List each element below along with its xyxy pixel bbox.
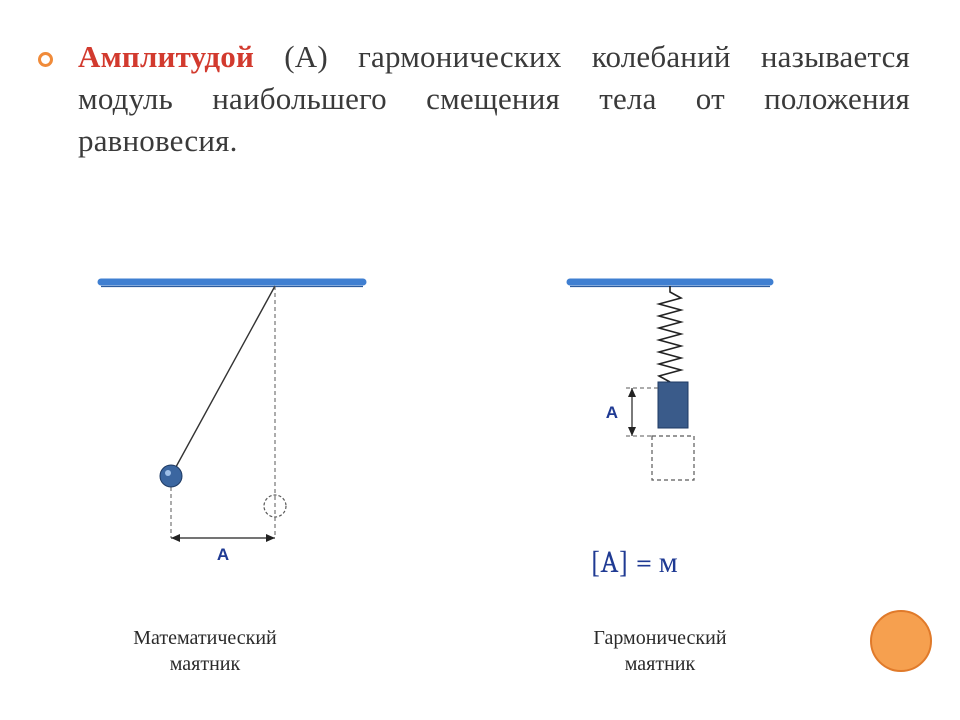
slide: Амплитудой (А) гармонических колебаний н…	[0, 0, 960, 720]
definition-term: Амплитудой	[78, 39, 254, 74]
definition-paragraph: Амплитудой (А) гармонических колебаний н…	[78, 36, 910, 162]
spring-pendulum-svg: A	[540, 270, 800, 510]
caption-spring-pendulum: Гармонический маятник	[550, 625, 770, 677]
unit-label: [A] = м	[590, 545, 678, 580]
svg-text:A: A	[217, 545, 229, 564]
diagrams-area: A Математический маятник A [A] = м Гармо…	[0, 270, 960, 650]
caption-math-pendulum: Математический маятник	[95, 625, 315, 677]
svg-text:A: A	[606, 403, 618, 422]
corner-decoration-icon	[870, 610, 932, 672]
math-pendulum-svg: A	[95, 270, 375, 570]
figure-math-pendulum: A	[95, 270, 375, 575]
figure-spring-pendulum: A	[540, 270, 820, 515]
bullet-ring-icon	[38, 52, 53, 67]
